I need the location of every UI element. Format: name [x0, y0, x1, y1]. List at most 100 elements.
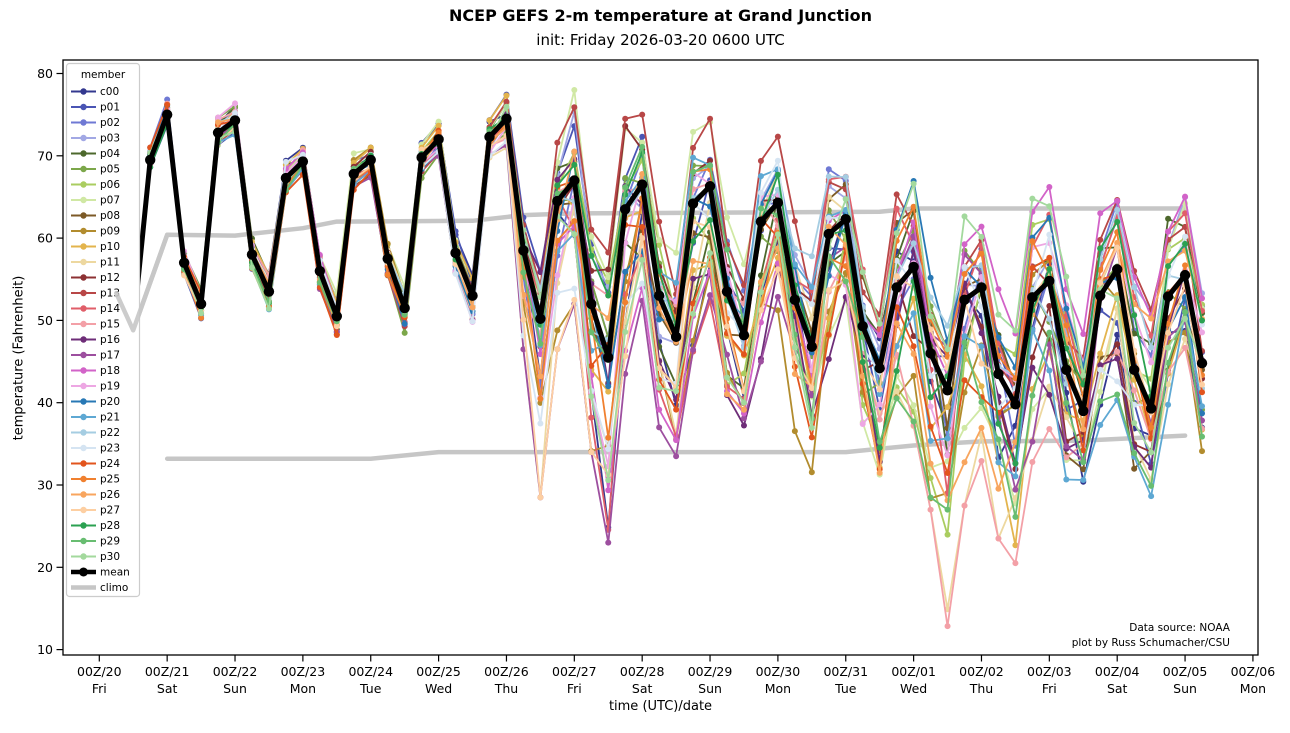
legend-item-mean: mean	[71, 567, 130, 579]
x-tick-label: 00Z/31	[823, 664, 868, 679]
x-tick-label: 00Z/04	[1095, 664, 1140, 679]
legend-item-p23: p23	[71, 443, 120, 455]
x-tick-label: 00Z/25	[416, 664, 461, 679]
legend-item-p02: p02	[71, 117, 120, 129]
legend-item-label: p27	[100, 505, 120, 517]
x-tick-day: Tue	[359, 681, 382, 696]
credit-block: Data source: NOAA plot by Russ Schumache…	[1072, 621, 1230, 650]
legend-item-label: p11	[100, 257, 120, 269]
legend-item-p19: p19	[71, 381, 120, 393]
legend-item-label: p16	[100, 334, 120, 346]
legend-item-label: p19	[100, 381, 120, 393]
y-tick-label: 70	[37, 148, 53, 163]
x-tick-day: Fri	[567, 681, 582, 696]
x-tick-label: 00Z/20	[77, 664, 122, 679]
legend-item-p26: p26	[71, 489, 120, 501]
y-axis-label: temperature (Fahrenheit)	[11, 275, 27, 441]
legend-item-p22: p22	[71, 427, 120, 439]
legend-item-label: p22	[100, 427, 120, 439]
legend-item-label: p21	[100, 412, 120, 424]
axes-frame	[62, 59, 1259, 656]
x-axis-label: time (UTC)/date	[608, 699, 713, 714]
legend-item-c00: c00	[71, 86, 119, 98]
x-tick-day: Fri	[1042, 681, 1057, 696]
legend-item-label: p28	[100, 520, 120, 532]
x-tick-day: Sat	[1107, 681, 1128, 696]
y-tick-label: 60	[37, 231, 53, 246]
credit-line-source: Data source: NOAA	[1129, 622, 1230, 634]
x-tick-day: Sun	[698, 681, 722, 696]
legend-item-p03: p03	[71, 133, 120, 145]
x-tick-day: Thu	[494, 681, 518, 696]
x-tick-day: Sat	[157, 681, 178, 696]
legend-item-p13: p13	[71, 288, 120, 300]
legend-item-label: p10	[100, 241, 120, 253]
legend-item-label: p14	[100, 303, 120, 315]
legend-item-label: p25	[100, 474, 120, 486]
y-tick-label: 80	[37, 66, 53, 81]
legend-item-p24: p24	[71, 458, 120, 470]
x-tick-day: Mon	[290, 681, 316, 696]
chart-title: NCEP GEFS 2-m temperature at Grand Junct…	[449, 6, 872, 25]
legend-item-p16: p16	[71, 334, 120, 346]
legend-title: member	[81, 69, 126, 81]
y-tick-label: 30	[37, 478, 53, 493]
legend-item-label: p23	[100, 443, 120, 455]
x-tick-label: 00Z/06	[1231, 664, 1276, 679]
legend-item-label: p18	[100, 365, 120, 377]
member-lines	[113, 86, 1206, 630]
x-tick-label: 00Z/05	[1163, 664, 1208, 679]
legend-item-label: c00	[100, 86, 119, 98]
legend-item-p12: p12	[71, 272, 120, 284]
legend: member c00 p01 p02 p03 p04 p05 p06 p07 p08 p09 p10 p…	[65, 62, 141, 598]
x-tick-day: Mon	[1240, 681, 1266, 696]
legend-item-label: p06	[100, 179, 120, 191]
x-ticks: 00Z/20 Fri 00Z/21 Sat 00Z/22 Sun 00Z/23 Mon 00Z/…	[77, 655, 1275, 696]
legend-item-p18: p18	[71, 365, 120, 377]
x-tick-day: Thu	[969, 681, 993, 696]
x-tick-label: 00Z/23	[281, 664, 326, 679]
legend-item-label: p01	[100, 102, 120, 114]
legend-item-p09: p09	[71, 226, 120, 238]
mean-line	[111, 109, 1208, 417]
x-tick-label: 00Z/02	[959, 664, 1004, 679]
legend-item-p10: p10	[71, 241, 120, 253]
legend-item-label: p08	[100, 210, 120, 222]
x-tick-day: Wed	[900, 681, 927, 696]
legend-item-label: p15	[100, 319, 120, 331]
legend-item-label: mean	[100, 567, 130, 579]
legend-item-label: p04	[100, 148, 120, 160]
legend-item-p05: p05	[71, 164, 120, 176]
legend-item-label: p07	[100, 195, 120, 207]
legend-item-label: p20	[100, 396, 120, 408]
legend-item-label: p12	[100, 272, 120, 284]
legend-item-p08: p08	[71, 210, 120, 222]
legend-item-label: p13	[100, 288, 120, 300]
legend-item-label: climo	[100, 582, 128, 594]
x-tick-label: 00Z/01	[891, 664, 936, 679]
y-tick-label: 20	[37, 560, 53, 575]
x-tick-day: Tue	[834, 681, 857, 696]
legend-item-label: p29	[100, 536, 120, 548]
legend-item-p21: p21	[71, 412, 120, 424]
x-tick-day: Mon	[765, 681, 791, 696]
chart-subtitle: init: Friday 2026-03-20 0600 UTC	[536, 31, 785, 49]
plot-lines	[111, 86, 1208, 630]
x-tick-label: 00Z/29	[688, 664, 733, 679]
y-tick-label: 50	[37, 313, 53, 328]
legend-item-label: p09	[100, 226, 120, 238]
legend-item-p28: p28	[71, 520, 120, 532]
x-tick-day: Sun	[223, 681, 247, 696]
x-tick-day: Sun	[1173, 681, 1197, 696]
x-tick-label: 00Z/30	[756, 664, 801, 679]
x-tick-label: 00Z/24	[348, 664, 393, 679]
legend-item-p11: p11	[71, 257, 120, 269]
legend-item-p25: p25	[71, 474, 120, 486]
x-tick-label: 00Z/27	[552, 664, 597, 679]
climo-start-overlay	[114, 232, 170, 333]
x-tick-label: 00Z/03	[1027, 664, 1072, 679]
x-tick-label: 00Z/22	[213, 664, 258, 679]
legend-item-p20: p20	[71, 396, 120, 408]
legend-item-label: p05	[100, 164, 120, 176]
